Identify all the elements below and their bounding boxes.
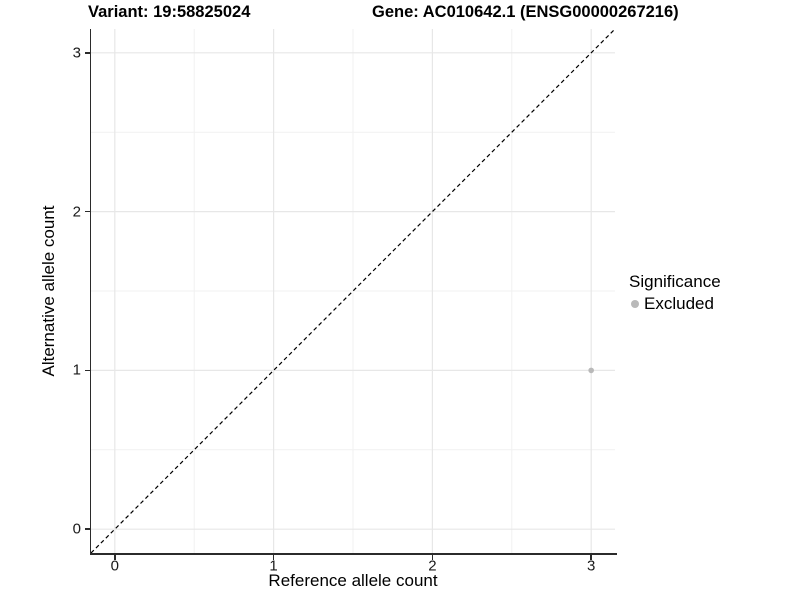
- legend-item-excluded: Excluded: [629, 294, 721, 314]
- x-tick-mark: [272, 554, 275, 560]
- gene-title: Gene: AC010642.1 (ENSG00000267216): [372, 3, 679, 21]
- y-tick-label: 0: [72, 520, 81, 538]
- plot-area: [91, 29, 615, 553]
- legend-point-icon: [631, 300, 639, 308]
- plot-panel: [91, 29, 615, 553]
- y-tick-label: 1: [72, 361, 81, 379]
- x-axis-line: [89, 553, 617, 555]
- x-tick-label: 1: [269, 557, 278, 575]
- legend-item-label: Excluded: [644, 294, 714, 313]
- x-tick-mark: [590, 554, 592, 560]
- legend: Significance Excluded: [629, 272, 721, 314]
- y-tick-mark: [84, 528, 90, 530]
- y-tick-mark: [84, 52, 90, 54]
- y-tick-label: 2: [72, 203, 81, 221]
- x-tick-label: 0: [110, 557, 119, 575]
- y-tick-mark: [84, 210, 90, 213]
- data-point: [588, 367, 594, 374]
- y-tick-label: 3: [72, 44, 81, 62]
- x-axis-title: Reference allele count: [268, 571, 438, 590]
- x-tick-label: 3: [587, 557, 596, 575]
- y-axis-line: [89, 29, 91, 554]
- x-tick-mark: [431, 554, 434, 560]
- identity-reference-line: [91, 29, 615, 553]
- variant-title: Variant: 19:58825024: [88, 3, 251, 21]
- x-tick-label: 2: [428, 557, 437, 575]
- y-axis-title: Alternative allele count: [39, 205, 58, 377]
- legend-title: Significance: [629, 272, 721, 291]
- x-tick-mark: [114, 554, 116, 560]
- y-tick-mark: [84, 369, 90, 372]
